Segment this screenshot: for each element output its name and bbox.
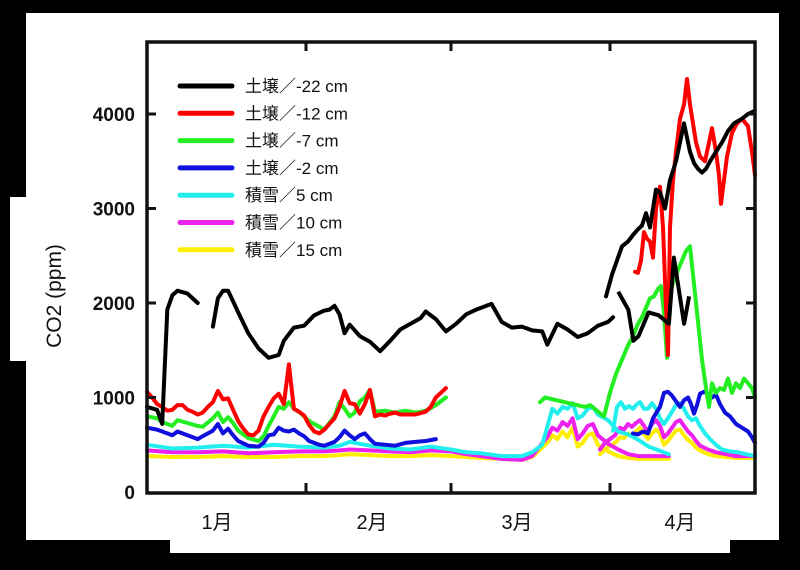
figure-background-left-tab: [10, 197, 30, 361]
legend-item: 積雪／15 cm: [177, 241, 342, 260]
legend-item: 土壌／-2 cm: [177, 159, 339, 178]
y-axis-label: CO2 (ppm): [43, 244, 66, 348]
series-red: [145, 77, 757, 438]
legend-label: 土壌／-22 cm: [245, 77, 348, 96]
legend-label: 土壌／-12 cm: [245, 104, 348, 123]
legend-label: 積雪／15 cm: [245, 241, 342, 260]
legend-label: 積雪／10 cm: [245, 214, 342, 233]
legend-label: 土壌／-7 cm: [245, 132, 339, 151]
y-tick-label: 0: [124, 483, 135, 504]
series-blue: [145, 389, 757, 449]
x-tick-label: 4月: [664, 512, 695, 534]
figure-background-bottom-tab: [170, 530, 730, 553]
legend: 土壌／-22 cm 土壌／-12 cm 土壌／-7 cm 土壌／-2 cm 積雪／5 c…: [177, 77, 348, 260]
legend-label: 土壌／-2 cm: [245, 159, 339, 178]
legend-item: 土壌／-7 cm: [177, 132, 339, 151]
y-tick-label: 2000: [93, 294, 135, 315]
y-axis-ticks: 0 1000 2000 3000 4000: [93, 105, 755, 504]
x-tick-label: 3月: [501, 512, 532, 534]
y-tick-label: 3000: [93, 200, 135, 221]
series-layer: [145, 77, 757, 462]
series-black: [145, 109, 756, 426]
y-tick-label: 4000: [93, 105, 135, 126]
legend-label: 積雪／5 cm: [245, 186, 333, 205]
series-magenta: [145, 416, 757, 462]
legend-item: 積雪／10 cm: [177, 214, 342, 233]
x-tick-label: 1月: [201, 512, 232, 534]
series-cyan: [145, 400, 757, 459]
x-axis-ticks: 1月 2月 3月 4月: [201, 42, 696, 534]
y-tick-label: 1000: [93, 389, 135, 410]
x-tick-label: 2月: [356, 512, 387, 534]
legend-item: 積雪／5 cm: [177, 186, 333, 205]
legend-item: 土壌／-22 cm: [177, 77, 348, 96]
legend-item: 土壌／-12 cm: [177, 104, 348, 123]
